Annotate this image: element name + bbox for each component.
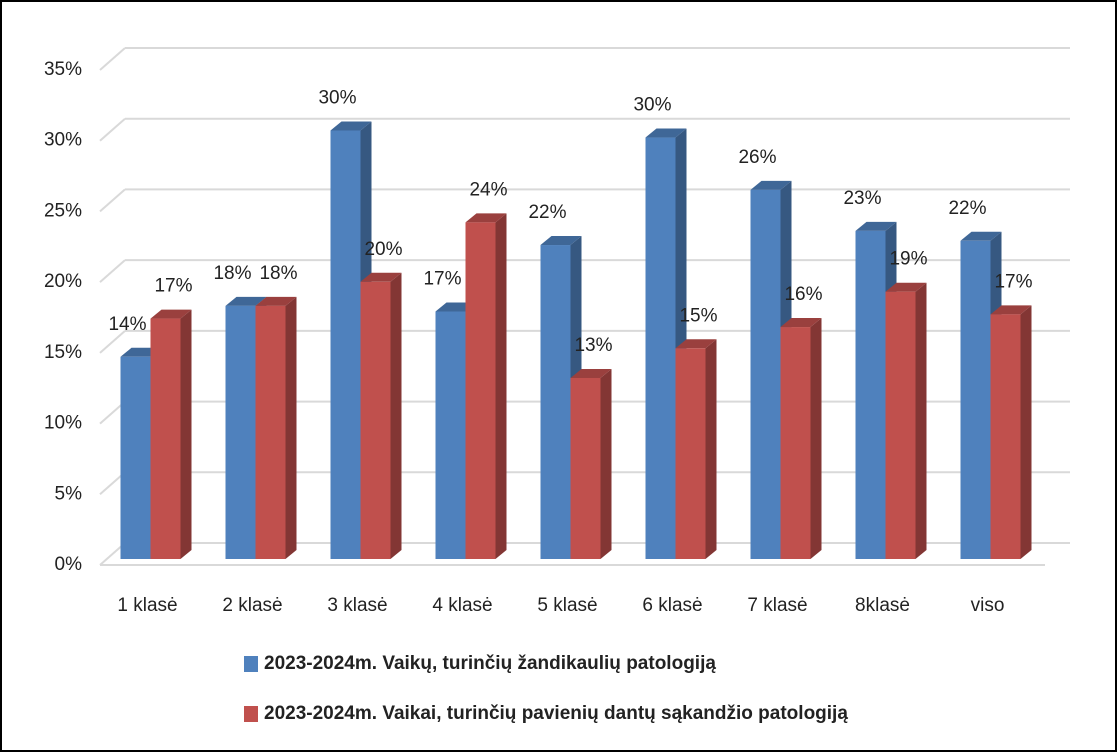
data-label: 24% xyxy=(469,179,507,200)
grid-line xyxy=(99,47,126,71)
x-tick-label: 3 klasė xyxy=(327,595,387,616)
y-tick-label: 25% xyxy=(44,200,82,221)
data-label: 18% xyxy=(259,263,297,284)
data-label: 30% xyxy=(633,95,671,116)
bar-front xyxy=(750,189,781,559)
grid-line xyxy=(99,330,126,354)
bar-top xyxy=(750,180,792,190)
bar-top xyxy=(540,236,582,246)
data-label: 30% xyxy=(318,87,356,108)
data-label: 18% xyxy=(213,263,251,284)
bar-front xyxy=(465,222,496,559)
bar-front xyxy=(225,305,256,559)
legend-swatch xyxy=(244,656,258,672)
legend-label: 2023-2024m. Vaikų, turinčių žandikaulių … xyxy=(264,653,716,674)
data-label: 16% xyxy=(784,284,822,305)
bar-front xyxy=(540,245,571,559)
x-tick-label: 5 klasė xyxy=(537,595,597,616)
data-label: 17% xyxy=(154,276,192,297)
bar-front xyxy=(120,356,151,559)
bar xyxy=(990,305,1032,559)
bar-front xyxy=(570,377,601,559)
data-label: 14% xyxy=(108,314,146,335)
x-tick-label: viso xyxy=(971,595,1005,616)
y-tick-label: 5% xyxy=(55,483,83,504)
bar-front xyxy=(330,130,361,559)
bar-top xyxy=(465,213,507,223)
bar-side xyxy=(390,272,402,559)
bar-front xyxy=(990,314,1021,559)
bar-side xyxy=(1020,305,1032,559)
x-tick-label: 1 klasė xyxy=(117,595,177,616)
x-tick-label: 7 klasė xyxy=(747,595,807,616)
bar xyxy=(330,121,372,559)
bar-side xyxy=(600,368,612,559)
bar-top xyxy=(885,282,927,292)
bar-front xyxy=(780,327,811,559)
bar xyxy=(570,368,612,559)
bar-side xyxy=(495,213,507,559)
y-tick-label: 0% xyxy=(55,554,83,575)
data-label: 23% xyxy=(843,188,881,209)
bar xyxy=(885,282,927,559)
bar-top xyxy=(330,121,372,131)
bar-front xyxy=(150,318,181,559)
x-tick-label: 8klasė xyxy=(855,595,910,616)
bar-side xyxy=(705,339,717,559)
grid-line xyxy=(99,259,126,283)
bar-top xyxy=(225,296,267,306)
x-tick-label: 4 klasė xyxy=(432,595,492,616)
bar-front xyxy=(885,291,916,559)
data-label: 22% xyxy=(528,202,566,223)
x-tick-label: 2 klasė xyxy=(222,595,282,616)
bar-top xyxy=(360,272,402,282)
bar xyxy=(255,296,297,559)
bar xyxy=(675,339,717,559)
bar-top xyxy=(150,309,192,319)
legend-label: 2023-2024m. Vaikai, turinčių pavienių da… xyxy=(264,703,848,724)
bar xyxy=(360,272,402,559)
bar xyxy=(645,128,687,560)
y-tick-label: 20% xyxy=(44,271,82,292)
data-label: 15% xyxy=(679,305,717,326)
data-label: 26% xyxy=(738,147,776,168)
y-tick-label: 35% xyxy=(44,59,82,80)
bar-side xyxy=(810,318,822,559)
bar-front xyxy=(960,240,991,560)
data-label: 17% xyxy=(423,269,461,290)
bar-front xyxy=(855,230,886,559)
bar-top xyxy=(960,231,1002,241)
data-label: 20% xyxy=(364,239,402,260)
bar-top xyxy=(675,339,717,349)
bar xyxy=(780,318,822,559)
bar-top xyxy=(780,318,822,328)
bar-side xyxy=(180,309,192,559)
bar-side xyxy=(285,296,297,559)
grid-line xyxy=(99,188,126,213)
y-tick-label: 15% xyxy=(44,342,82,363)
bar-top xyxy=(645,128,687,138)
legend-swatch xyxy=(244,706,258,722)
bar-front xyxy=(435,311,466,559)
bar-front xyxy=(360,281,391,559)
grid-line xyxy=(99,117,126,142)
bar-front xyxy=(255,305,286,559)
bar xyxy=(465,213,507,559)
bar-front xyxy=(645,137,676,560)
y-tick-label: 10% xyxy=(44,413,82,434)
bar-top xyxy=(855,221,897,231)
bar xyxy=(150,309,192,559)
data-label: 19% xyxy=(889,249,927,270)
bar-top xyxy=(990,305,1032,315)
data-label: 22% xyxy=(948,198,986,219)
bar-top xyxy=(570,368,612,378)
x-tick-label: 6 klasė xyxy=(642,595,702,616)
bar-top xyxy=(255,296,297,306)
data-label: 13% xyxy=(574,335,612,356)
data-label: 17% xyxy=(994,271,1032,292)
y-tick-label: 30% xyxy=(44,130,82,151)
bar-front xyxy=(675,348,706,559)
bar-side xyxy=(915,282,927,559)
